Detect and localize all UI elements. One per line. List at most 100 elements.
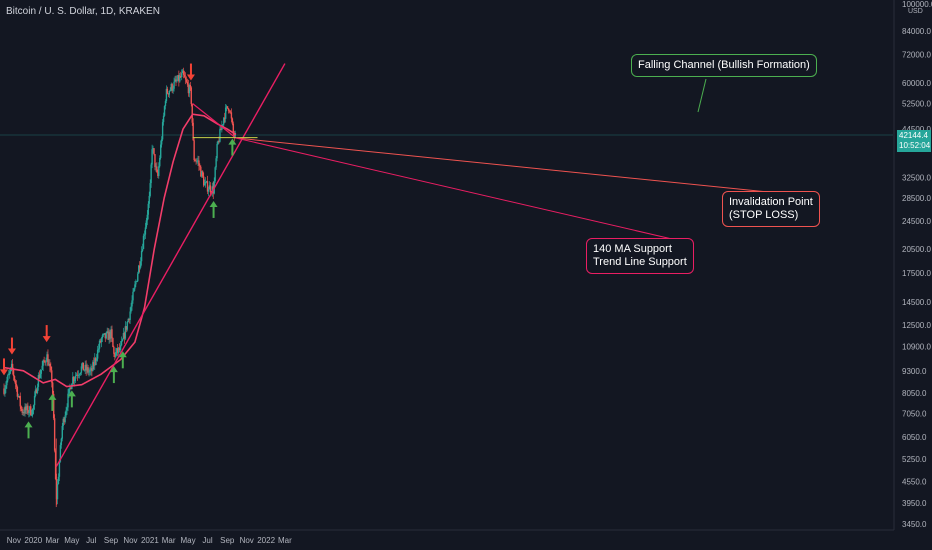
candle-body [51, 370, 53, 383]
candle-body [130, 306, 132, 312]
candle-body [147, 203, 149, 215]
candle-body [163, 106, 166, 116]
time-tick-label: Nov [240, 536, 254, 545]
candle-body [208, 185, 211, 190]
candle-body [41, 365, 43, 370]
candle-body [216, 144, 218, 159]
time-axis[interactable]: Nov 2020 Mar May Jul Sep Nov 2021 Mar May Jul Sep No… [7, 536, 292, 545]
price-unit-label: USD [908, 8, 923, 15]
candle-body [200, 166, 202, 177]
price-tick-label: 100000.0 [902, 0, 932, 9]
candle-body [198, 160, 200, 166]
candle-body [44, 361, 46, 363]
candle-body [82, 362, 85, 371]
candle-body [57, 476, 60, 484]
candle-body [114, 353, 116, 357]
candle-body [139, 261, 142, 268]
candle-body [3, 388, 5, 394]
arrow-down-marker [186, 63, 195, 81]
annotation-invalidation-point[interactable]: Invalidation Point (STOP LOSS) [722, 191, 820, 227]
candle-body [50, 366, 52, 371]
candle-body [129, 311, 131, 320]
candle-body [77, 375, 80, 376]
candle-body [15, 384, 18, 387]
price-axis[interactable]: 100000.0 84000.0 72000.0 60000.0 52500.0 4450… [902, 0, 932, 529]
price-tick-label: 60000.0 [902, 79, 931, 88]
annotation-falling-channel[interactable]: Falling Channel (Bullish Formation) [631, 54, 817, 77]
candle-body [119, 345, 122, 351]
candle-body [195, 160, 197, 162]
arrow-up-marker [24, 421, 33, 439]
price-tick-label: 9300.0 [902, 367, 927, 376]
candle-body [52, 382, 54, 394]
candle-body [69, 387, 71, 389]
candle-body [187, 84, 190, 94]
candle-body [81, 362, 84, 367]
candle-body [219, 128, 221, 142]
candle-body [102, 334, 105, 336]
candle-body [127, 318, 129, 322]
price-tick-label: 72000.0 [902, 51, 931, 60]
candle-body [215, 158, 217, 168]
arrow-up-marker [228, 138, 237, 156]
candle-body [45, 361, 47, 363]
candle-body [136, 281, 138, 282]
candle-body [99, 340, 102, 343]
candle-body [108, 331, 110, 340]
candle-body [74, 378, 76, 382]
connector-falling-channel [697, 78, 707, 113]
annotation-ma-support-line2: Trend Line Support [593, 256, 687, 268]
candle-body [202, 171, 204, 177]
candle-body [52, 393, 55, 419]
candle-body [27, 405, 29, 414]
candle-body [84, 364, 86, 370]
candle-body [132, 291, 134, 301]
candle-body [227, 108, 230, 111]
candle-body [117, 348, 119, 353]
candle-body [40, 369, 42, 374]
price-tick-label: 12500.0 [902, 321, 931, 330]
candle-body [128, 318, 130, 320]
candle-body [156, 166, 158, 173]
candle-body [72, 377, 74, 384]
candle-body [26, 405, 28, 411]
candle-body [113, 347, 115, 354]
candle-body [105, 332, 107, 339]
candle-body [116, 348, 118, 352]
candle-body [76, 374, 79, 376]
candle-body [189, 84, 192, 88]
candle-body [184, 77, 187, 80]
candle-body [231, 118, 234, 124]
candle-body [180, 76, 182, 78]
candle-body [5, 385, 7, 390]
candle-body [24, 406, 26, 414]
candle-body [17, 396, 20, 397]
candle-body [64, 415, 66, 423]
price-tick-label: 8050.0 [902, 389, 927, 398]
candle-body [58, 461, 61, 477]
candle-body [155, 166, 157, 168]
candle-body [199, 165, 201, 167]
arrow-head [67, 390, 76, 397]
candle-body [145, 220, 148, 228]
candle-body [224, 107, 227, 119]
candle-body [159, 157, 161, 167]
annotation-ma-support[interactable]: 140 MA Support Trend Line Support [586, 238, 694, 274]
arrow-down-marker [7, 337, 16, 355]
candle-body [164, 101, 167, 107]
candle-body [229, 111, 232, 113]
candle-body [63, 418, 65, 423]
candle-body [120, 341, 123, 346]
arrow-head [7, 348, 16, 355]
candle-body [160, 139, 163, 145]
time-tick-label: Jul [86, 536, 96, 545]
candle-body [205, 181, 208, 182]
candle-body [226, 106, 229, 109]
candle-body [194, 159, 196, 161]
candle-body [4, 389, 6, 394]
price-tick-label: 5250.0 [902, 455, 927, 464]
candle-body [60, 438, 63, 446]
candle-body [162, 115, 165, 123]
candle-body [92, 362, 94, 372]
